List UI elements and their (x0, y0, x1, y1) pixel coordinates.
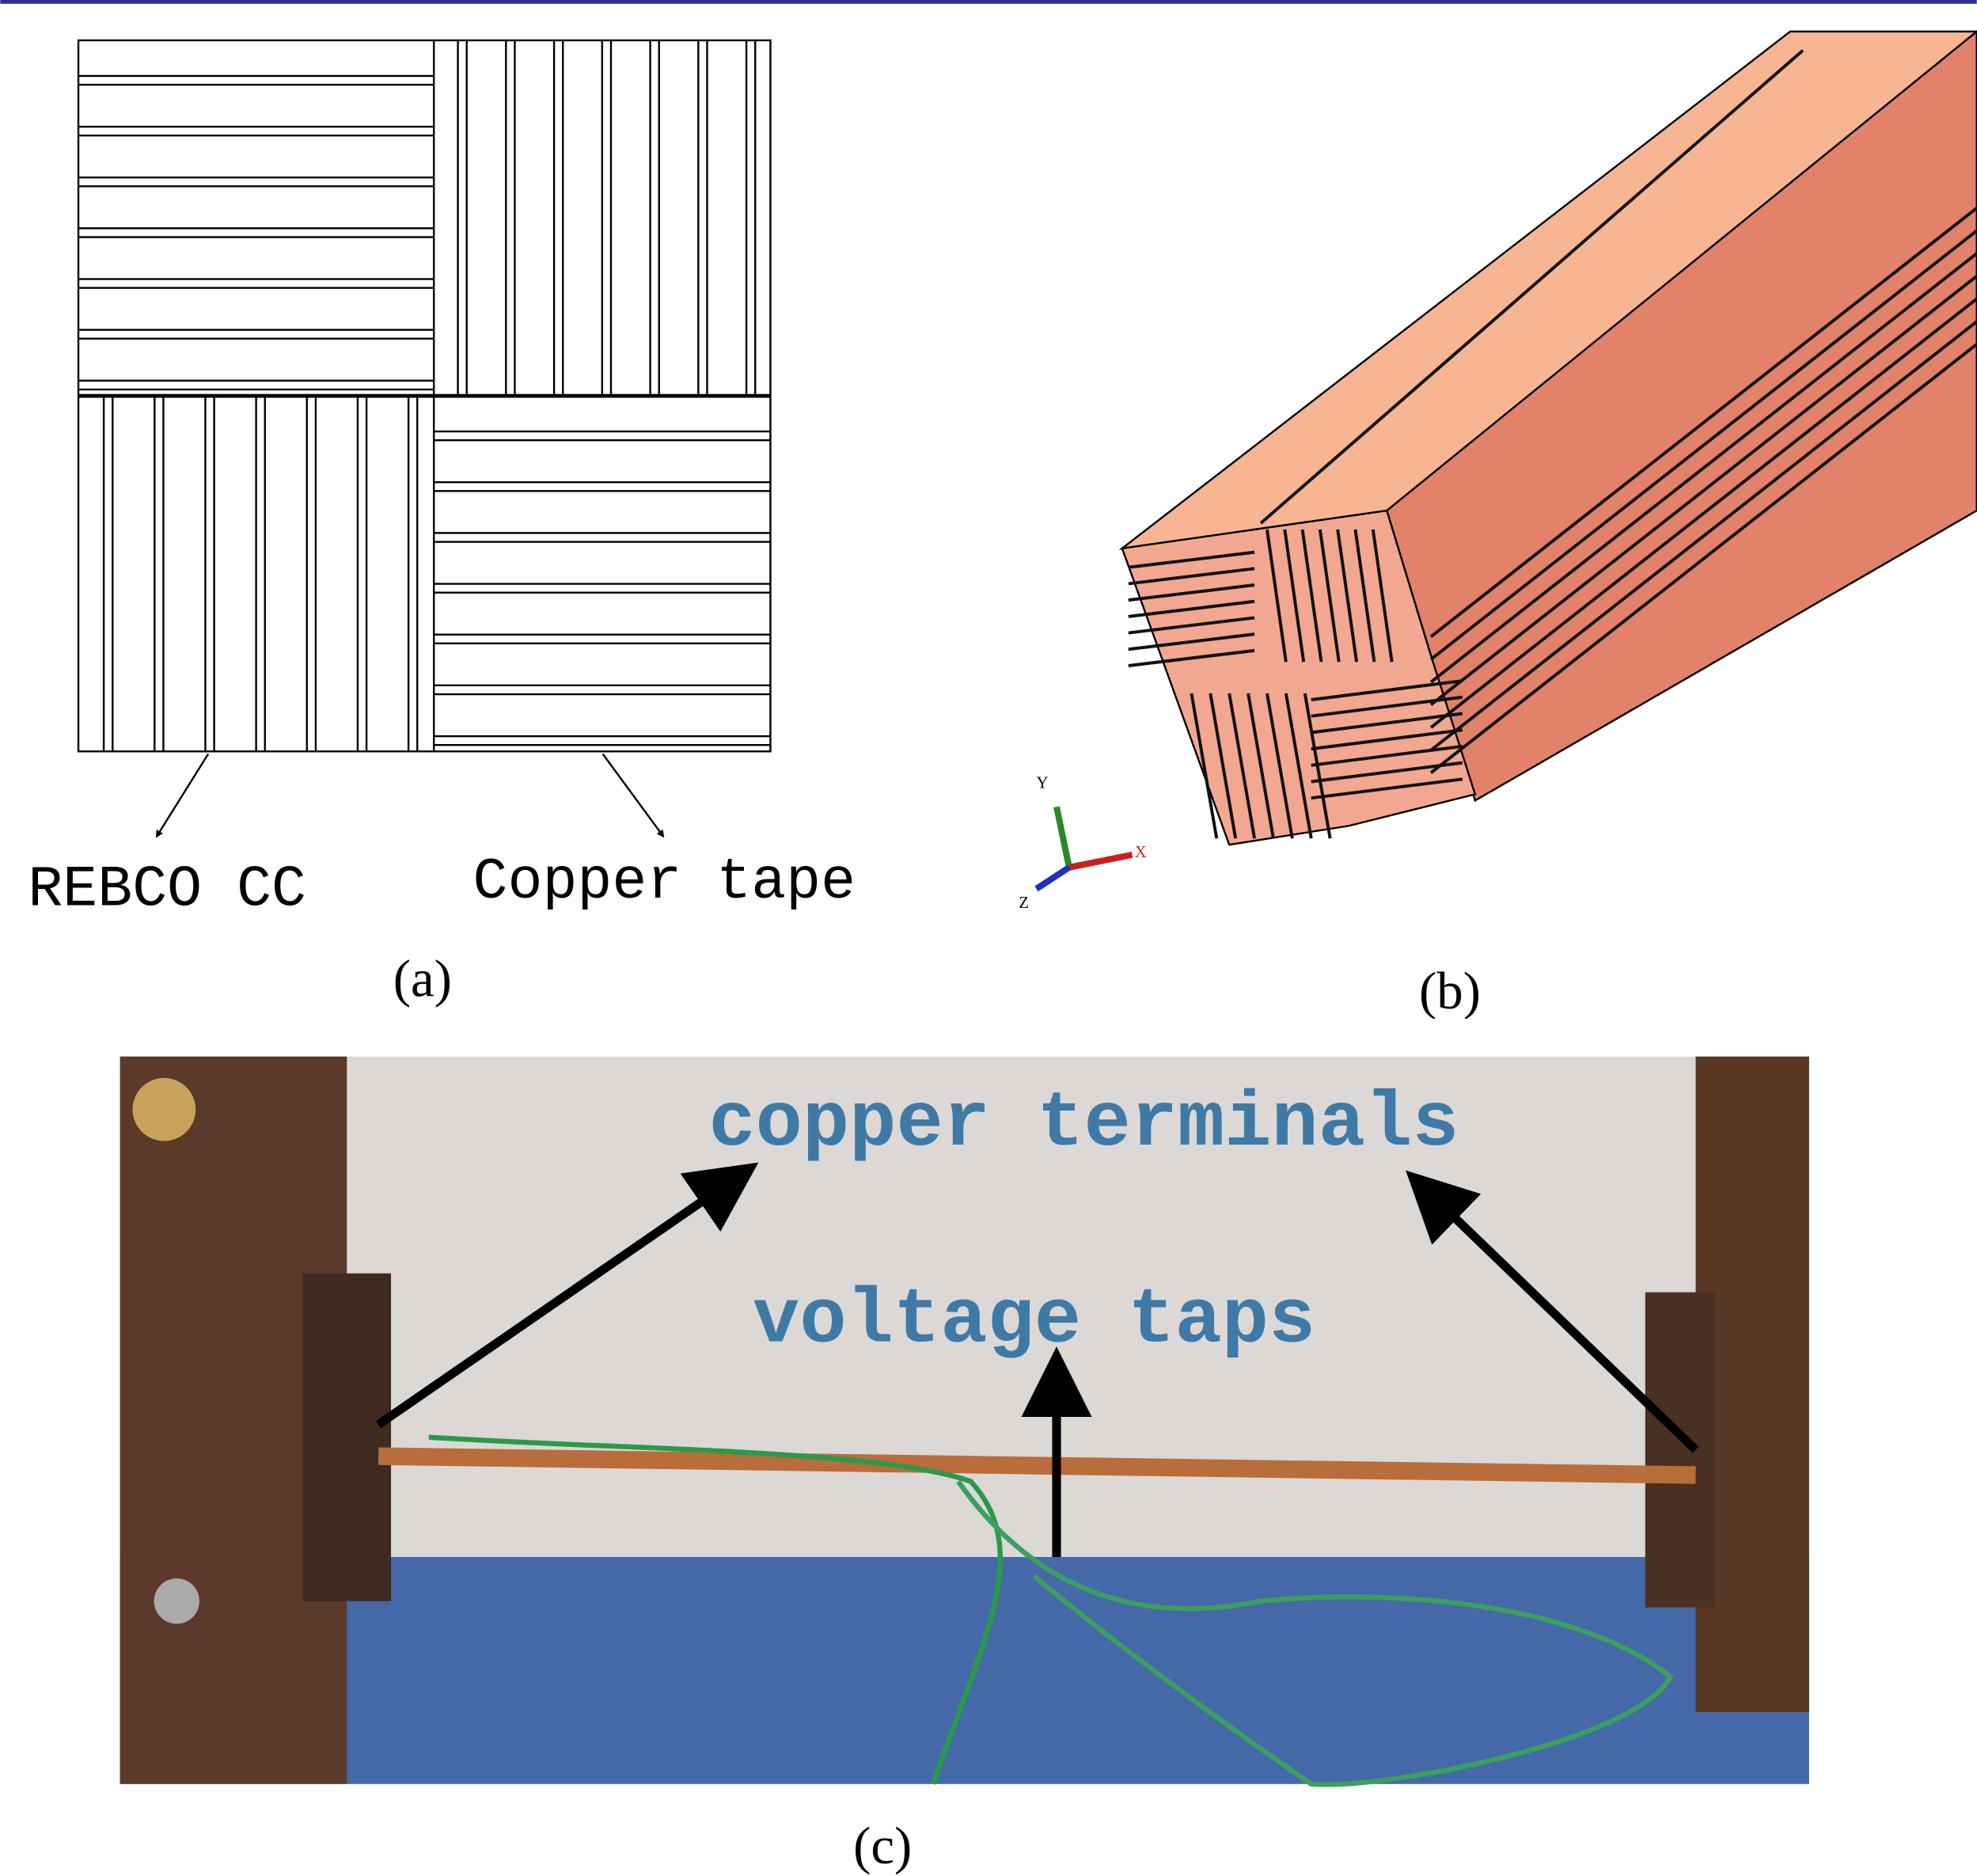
annotation: copper terminals (708, 1080, 1459, 1168)
caption: (a) (393, 949, 452, 1008)
right-block (1645, 1293, 1715, 1608)
bolt (133, 1078, 196, 1141)
axis-label: Y (1037, 774, 1049, 792)
y-axis (1057, 807, 1069, 867)
left-block (303, 1274, 391, 1601)
caption: (c) (853, 1817, 912, 1875)
z-axis (1037, 868, 1069, 889)
annotation: voltage taps (753, 1277, 1315, 1365)
label: Copper tape (473, 849, 856, 915)
axis-label: Z (1019, 894, 1029, 912)
axis-triad (1037, 807, 1133, 889)
figure: REBCO CC Copper tape (a) Y X Z (b) coppe… (0, 0, 1977, 1876)
page: REBCO CC Copper tape (a) Y X Z (b) coppe… (0, 0, 1977, 1876)
panel-a (78, 40, 770, 834)
pointer (157, 754, 208, 834)
label: REBCO CC (28, 857, 306, 923)
top-bar (0, 0, 1976, 4)
axis-label: X (1135, 844, 1147, 861)
pointer (603, 754, 662, 834)
bolt (154, 1578, 199, 1623)
mask (1324, 1019, 1577, 1057)
panel-b (1122, 32, 1977, 845)
caption: (b) (1419, 962, 1481, 1020)
x-axis (1069, 855, 1133, 868)
